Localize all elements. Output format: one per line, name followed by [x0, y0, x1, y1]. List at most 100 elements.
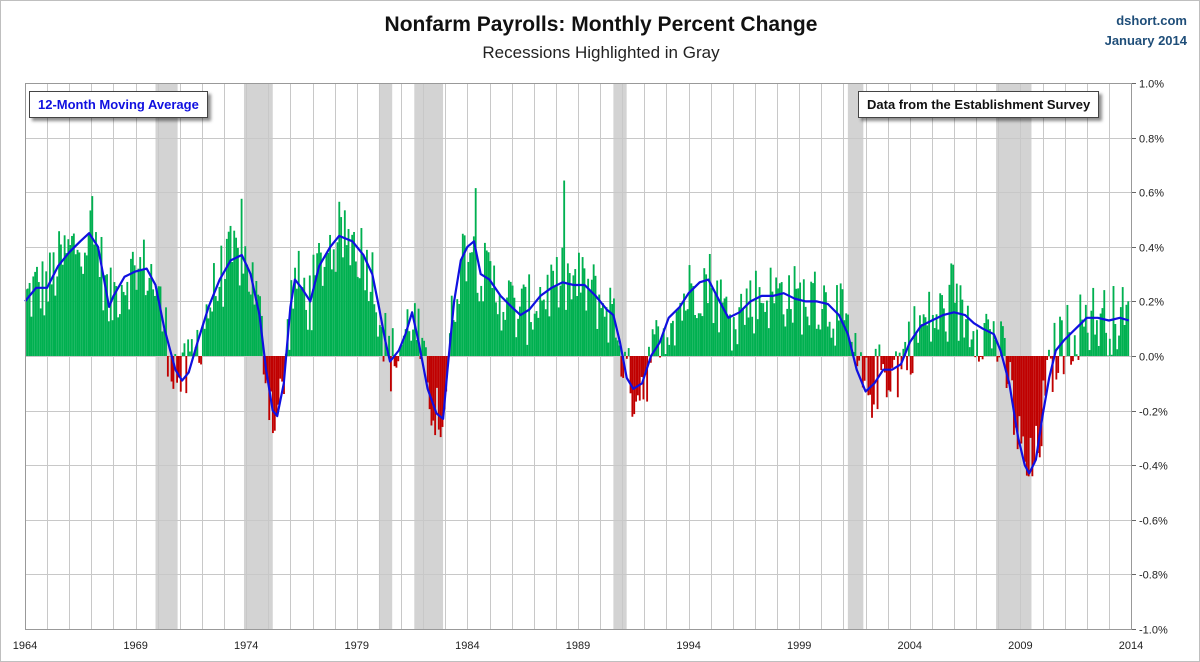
bar — [695, 318, 698, 356]
bar — [295, 288, 298, 356]
bar — [93, 244, 96, 356]
bar — [950, 263, 953, 356]
bar — [780, 282, 783, 356]
bar — [684, 310, 687, 356]
bar — [699, 313, 702, 356]
bar — [36, 266, 38, 356]
bar — [688, 265, 691, 356]
bar — [557, 307, 560, 356]
bar — [616, 340, 619, 356]
bar — [478, 301, 481, 356]
bar — [367, 301, 370, 356]
bar — [60, 244, 62, 356]
bar — [1009, 356, 1012, 363]
bar — [603, 316, 606, 356]
bar — [354, 261, 357, 356]
bar — [672, 320, 674, 356]
bar — [436, 356, 438, 388]
bar — [920, 324, 923, 356]
bar — [729, 314, 731, 356]
bar — [928, 291, 931, 356]
bar — [154, 295, 156, 356]
bar — [222, 306, 225, 356]
bar — [467, 261, 470, 356]
bar — [211, 311, 214, 356]
bar — [738, 307, 741, 356]
bar — [1068, 332, 1071, 356]
bar — [253, 304, 256, 356]
bar — [272, 356, 274, 434]
bar — [423, 340, 426, 356]
bar — [710, 288, 713, 356]
bar — [1048, 349, 1050, 356]
bar — [292, 308, 295, 356]
bar — [1119, 307, 1122, 356]
credit-block: dshort.com January 2014 — [1105, 11, 1187, 51]
bar — [458, 303, 461, 356]
bar — [1101, 308, 1104, 356]
bar — [992, 321, 995, 356]
bar — [635, 356, 637, 402]
bar — [120, 284, 123, 356]
bar — [880, 356, 883, 371]
bar — [358, 278, 361, 356]
bar — [373, 304, 376, 356]
bar — [802, 279, 805, 356]
bar — [83, 252, 86, 356]
bar — [622, 356, 625, 378]
x-tick-label: 1964 — [13, 640, 37, 652]
bar — [893, 356, 896, 360]
bar — [1125, 304, 1128, 356]
bar — [498, 295, 501, 356]
bar — [152, 289, 155, 356]
bar — [113, 282, 116, 356]
bar — [963, 337, 966, 356]
x-tick-label: 1979 — [345, 640, 369, 652]
bar — [504, 319, 507, 356]
bar — [32, 276, 35, 356]
bar — [329, 234, 331, 356]
line-layer — [24, 232, 1130, 475]
bar — [1114, 324, 1117, 356]
bar — [941, 295, 943, 356]
bar — [288, 349, 291, 356]
bar — [590, 279, 593, 356]
bar — [1044, 356, 1047, 396]
y-tick-label: -0.6% — [1139, 516, 1168, 528]
bar — [648, 346, 650, 356]
bar — [614, 337, 617, 356]
bar — [624, 351, 626, 356]
bar — [522, 284, 525, 356]
bar — [246, 264, 249, 356]
bar — [915, 333, 918, 356]
bar — [1055, 356, 1058, 380]
bar — [454, 321, 457, 356]
bar — [552, 270, 555, 356]
bar — [926, 325, 929, 356]
bar — [989, 329, 991, 356]
bar — [784, 326, 787, 356]
bar — [837, 320, 840, 356]
bar — [990, 348, 993, 356]
bar — [723, 298, 726, 356]
bar — [592, 264, 595, 356]
bar — [1027, 356, 1030, 477]
bar — [391, 328, 394, 356]
bar — [349, 265, 352, 356]
bar — [216, 300, 219, 356]
bar — [345, 245, 348, 356]
bar — [425, 347, 427, 356]
bar — [312, 254, 315, 356]
bar — [480, 285, 483, 356]
bar — [491, 287, 494, 356]
bar — [1077, 356, 1080, 360]
bar — [452, 320, 455, 356]
bar — [1000, 321, 1002, 356]
bar — [968, 347, 971, 356]
bar — [460, 259, 462, 356]
bar — [408, 331, 411, 356]
bar — [970, 339, 973, 356]
bar — [578, 252, 580, 356]
chart-title: Nonfarm Payrolls: Monthly Percent Change — [384, 13, 818, 36]
